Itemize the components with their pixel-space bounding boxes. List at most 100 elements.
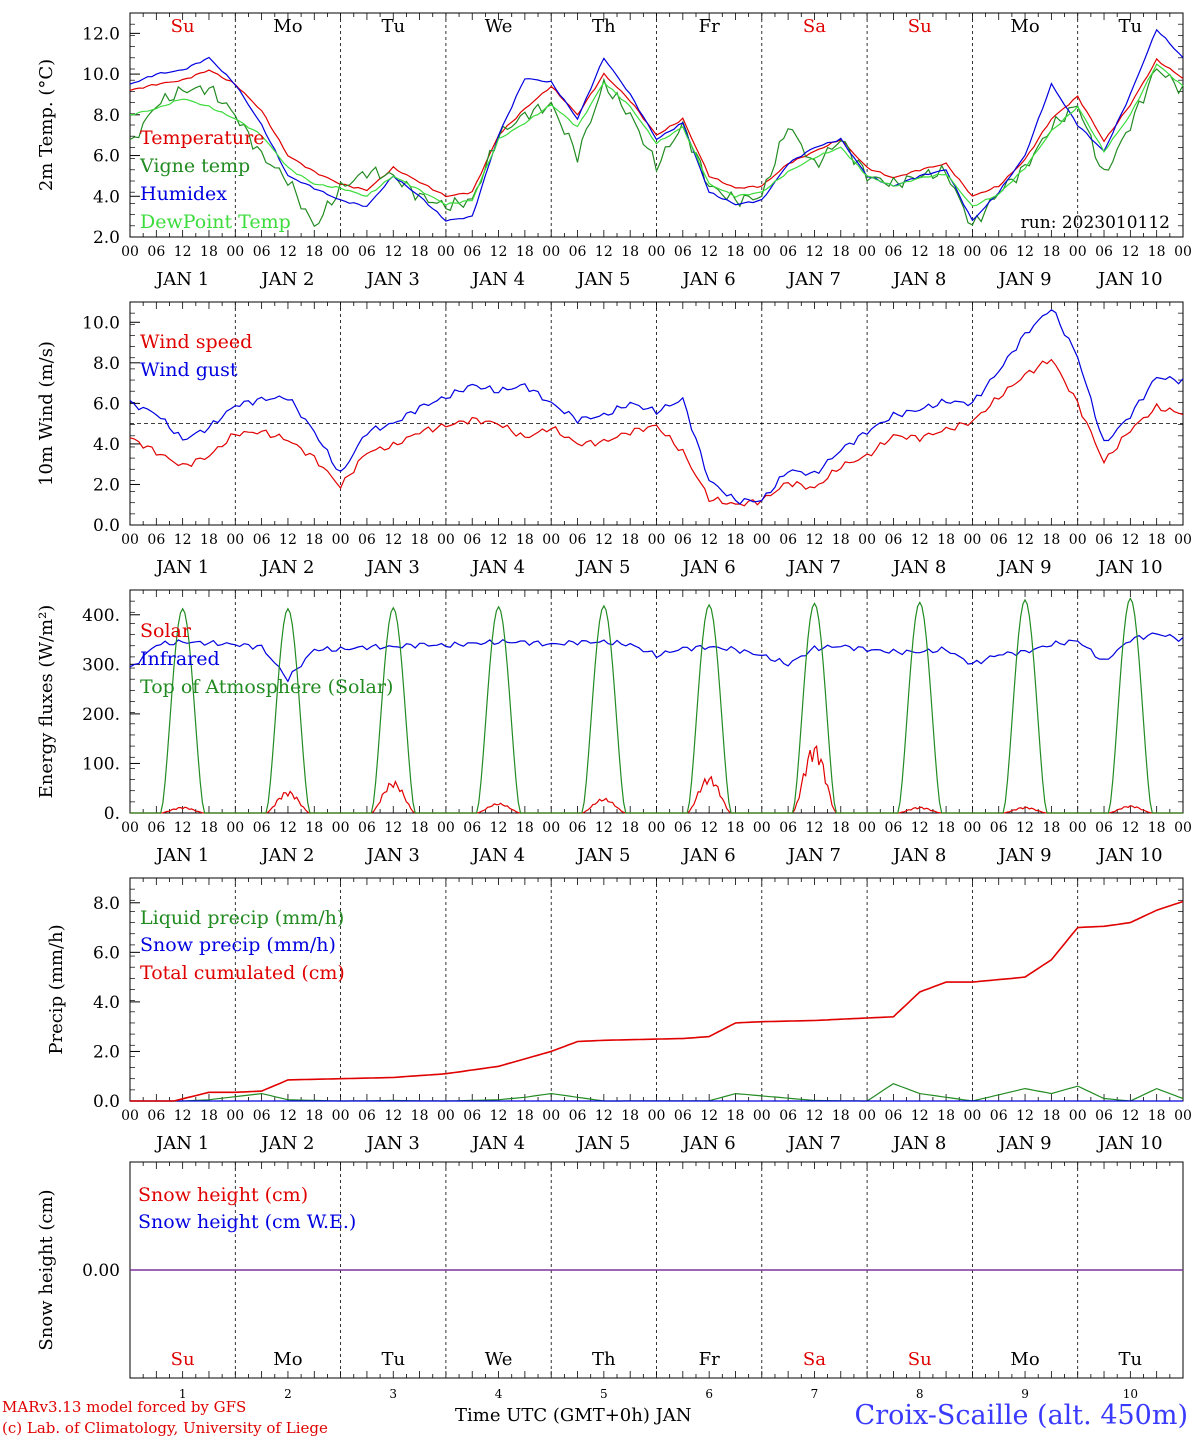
hour-tick-label: 06 bbox=[569, 244, 587, 260]
hour-tick-label: 12 bbox=[490, 1108, 508, 1124]
hour-tick-label: 12 bbox=[595, 244, 613, 260]
y-axis-title: Energy fluxes (W/m²) bbox=[36, 605, 57, 799]
weekday-label: We bbox=[485, 1349, 513, 1370]
day-number-label: 3 bbox=[389, 1387, 397, 1401]
date-label: JAN 3 bbox=[365, 557, 420, 578]
credit-line-2: (c) Lab. of Climatology, University of L… bbox=[2, 1419, 328, 1437]
hour-tick-label: 12 bbox=[174, 244, 192, 260]
hour-tick-label: 18 bbox=[411, 820, 429, 836]
hour-tick-label: 18 bbox=[832, 532, 850, 548]
hour-tick-label: 00 bbox=[858, 820, 876, 836]
panel-4 bbox=[129, 877, 1184, 1102]
hour-tick-label: 18 bbox=[305, 532, 323, 548]
hour-tick-label: 06 bbox=[358, 244, 376, 260]
hour-tick-label: 00 bbox=[1174, 532, 1192, 548]
hour-tick-label: 00 bbox=[858, 532, 876, 548]
weekday-label: Su bbox=[171, 16, 195, 37]
legend-entry: Infrared bbox=[140, 648, 220, 670]
date-label: JAN 10 bbox=[1096, 845, 1163, 866]
legend-entry: Humidex bbox=[140, 183, 227, 205]
date-label: JAN 1 bbox=[154, 845, 209, 866]
hour-tick-label: 12 bbox=[911, 244, 929, 260]
hour-tick-label: 18 bbox=[937, 532, 955, 548]
date-label: JAN 9 bbox=[996, 845, 1051, 866]
legend-entry: Solar bbox=[140, 620, 192, 642]
legend-entry: DewPoint Temp bbox=[140, 211, 291, 233]
hour-tick-label: 00 bbox=[963, 244, 981, 260]
hour-tick-label: 12 bbox=[595, 532, 613, 548]
y-tick-label: 10.0 bbox=[82, 313, 120, 333]
hour-tick-label: 06 bbox=[885, 244, 903, 260]
hour-tick-label: 18 bbox=[516, 244, 534, 260]
hour-tick-label: 12 bbox=[700, 244, 718, 260]
hour-tick-label: 12 bbox=[700, 1108, 718, 1124]
hour-tick-label: 00 bbox=[753, 244, 771, 260]
series-line-total-cumulated-cm- bbox=[130, 900, 1184, 1102]
legend-entry: Top of Atmosphere (Solar) bbox=[140, 676, 393, 698]
hour-tick-label: 12 bbox=[279, 1108, 297, 1124]
weekday-label: Th bbox=[592, 1349, 616, 1370]
hour-tick-label: 00 bbox=[648, 532, 666, 548]
hour-tick-label: 18 bbox=[937, 820, 955, 836]
weekday-label: Tu bbox=[381, 16, 405, 37]
hour-tick-label: 06 bbox=[463, 532, 481, 548]
hour-tick-label: 18 bbox=[516, 532, 534, 548]
date-label: JAN 7 bbox=[786, 269, 841, 290]
hour-tick-label: 06 bbox=[147, 244, 165, 260]
date-label: JAN 6 bbox=[681, 557, 736, 578]
hour-tick-label: 06 bbox=[674, 532, 692, 548]
hour-tick-label: 18 bbox=[621, 532, 639, 548]
y-tick-label: 4.0 bbox=[93, 187, 120, 207]
legend-entry: Temperature bbox=[140, 127, 264, 149]
panel-1 bbox=[129, 12, 1184, 238]
date-label: JAN 2 bbox=[259, 557, 314, 578]
date-label: JAN 7 bbox=[786, 557, 841, 578]
hour-tick-label: 00 bbox=[648, 1108, 666, 1124]
date-label: JAN 3 bbox=[365, 845, 420, 866]
panel-2 bbox=[129, 301, 1184, 526]
hour-tick-label: 18 bbox=[727, 1108, 745, 1124]
hour-tick-label: 18 bbox=[832, 820, 850, 836]
hour-tick-label: 00 bbox=[437, 820, 455, 836]
hour-tick-label: 06 bbox=[779, 532, 797, 548]
y-tick-label: 0.0 bbox=[93, 516, 120, 536]
y-tick-label: 0.0 bbox=[93, 1092, 120, 1112]
weekday-label: Tu bbox=[381, 1349, 405, 1370]
hour-tick-label: 18 bbox=[832, 1108, 850, 1124]
y-tick-label: 0.00 bbox=[82, 1261, 120, 1281]
weekday-label: Su bbox=[908, 16, 932, 37]
hour-tick-label: 06 bbox=[1095, 532, 1113, 548]
hour-tick-label: 00 bbox=[121, 1108, 139, 1124]
date-label: JAN 7 bbox=[786, 845, 841, 866]
hour-tick-label: 06 bbox=[990, 244, 1008, 260]
hour-tick-label: 06 bbox=[253, 820, 271, 836]
hour-tick-label: 00 bbox=[1069, 244, 1087, 260]
y-tick-label: 2.0 bbox=[93, 228, 120, 248]
date-label: JAN 7 bbox=[786, 1133, 841, 1154]
y-tick-label: 12.0 bbox=[82, 24, 120, 44]
hour-tick-label: 12 bbox=[911, 1108, 929, 1124]
legend-entry: Snow precip (mm/h) bbox=[140, 934, 336, 956]
hour-tick-label: 12 bbox=[384, 532, 402, 548]
hour-tick-label: 12 bbox=[1121, 532, 1139, 548]
hour-tick-label: 12 bbox=[384, 244, 402, 260]
hour-tick-label: 06 bbox=[1095, 244, 1113, 260]
hour-tick-label: 00 bbox=[542, 532, 560, 548]
hour-tick-label: 06 bbox=[463, 1108, 481, 1124]
hour-tick-label: 00 bbox=[121, 532, 139, 548]
hour-tick-label: 12 bbox=[490, 820, 508, 836]
hour-tick-label: 12 bbox=[806, 820, 824, 836]
series-line-dewpoint-temp bbox=[129, 63, 1184, 207]
y-tick-label: 8.0 bbox=[93, 354, 120, 374]
y-tick-label: 6.0 bbox=[93, 943, 120, 963]
y-tick-label: 2.0 bbox=[93, 1042, 120, 1062]
y-tick-label: 6.0 bbox=[93, 394, 120, 414]
hour-tick-label: 06 bbox=[885, 1108, 903, 1124]
weekday-label: Mo bbox=[1010, 1349, 1039, 1370]
day-number-label: 6 bbox=[705, 1387, 713, 1401]
weekday-label: Mo bbox=[273, 1349, 302, 1370]
date-label: JAN 2 bbox=[259, 1133, 314, 1154]
hour-tick-label: 06 bbox=[885, 820, 903, 836]
date-label: JAN 1 bbox=[154, 557, 209, 578]
